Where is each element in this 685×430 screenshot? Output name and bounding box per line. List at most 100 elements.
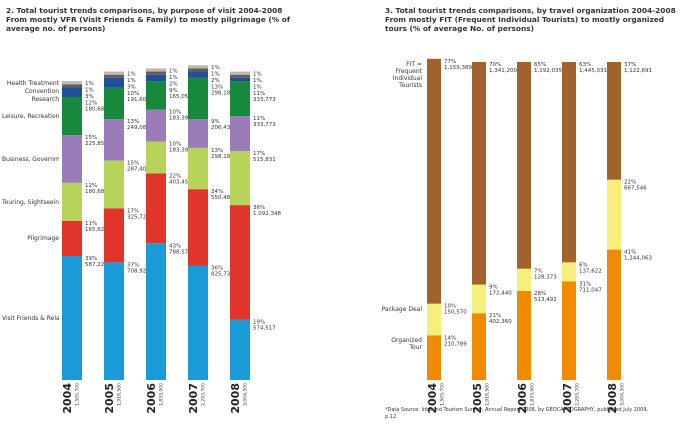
chart-subtitle: From mostly FIT (Frequent Individual Tou…: [385, 15, 665, 33]
value-label: 14%: [444, 335, 456, 341]
value-label: 1%: [127, 78, 136, 84]
value-label: 3%: [85, 94, 94, 100]
bar-segment: [230, 319, 250, 380]
count-label: 1,092,348: [253, 211, 281, 217]
value-label: 15%: [127, 161, 139, 167]
count-label: 137,622: [579, 268, 602, 274]
count-label: 1,159,389: [444, 65, 472, 71]
x-tick-label: 2005: [471, 383, 484, 414]
bar-segment: [472, 62, 486, 285]
bar-segment: [62, 87, 82, 97]
count-label: 788,577: [169, 249, 192, 255]
value-label: 13%: [127, 119, 139, 125]
legend-label: FIT = Frequent Individual Tourists: [392, 60, 422, 89]
x-tick-label: 2004: [61, 383, 74, 414]
count-label: 165,627: [85, 227, 108, 233]
total-label: 3,004,300: [620, 383, 626, 406]
legend-label: Touring, Sightseeing: [2, 198, 59, 206]
legend-label-block: Touring, Sightseeing: [2, 198, 59, 206]
count-label: 574,517: [253, 326, 276, 332]
legend-label-block: Health Treatment: [7, 80, 59, 87]
bar-segment: [146, 81, 166, 110]
count-label: 298,181: [211, 154, 234, 160]
count-label: 1,445,031: [579, 68, 607, 74]
bar-segment: [230, 77, 250, 82]
bar-segment: [607, 62, 621, 180]
bar-segment: [62, 81, 82, 85]
chart-title: 3. Total tourist trends comparisons, by …: [385, 6, 676, 15]
legend-label-block: Convention: [25, 88, 59, 95]
count-label: 1,192,035: [534, 68, 562, 74]
value-label: 37%: [127, 262, 139, 268]
value-label: 24%: [211, 189, 223, 195]
legend-label: Leisure, Recreation: [2, 113, 59, 121]
bar-segment: [230, 81, 250, 117]
value-label: 36%: [211, 266, 223, 272]
legend-label: Visit Friends & Relatives: [2, 314, 59, 322]
value-label: 15%: [85, 135, 97, 141]
bar-segment: [607, 249, 621, 380]
legend-label: Business, Government: [2, 155, 59, 163]
bar-segment: [472, 284, 486, 314]
legend-label-block: Business, Government: [2, 155, 59, 163]
bar-segment: [517, 268, 531, 291]
value-label: 1%: [211, 65, 220, 71]
chart-subtitle-block: From mostly FIT (Frequent Individual Tou…: [385, 15, 665, 33]
count-label: 333,773: [253, 97, 276, 103]
legend-label-block: Visit Friends & Relatives: [2, 314, 59, 322]
bar-segment: [104, 77, 124, 88]
bar-segment: [472, 313, 486, 380]
bar-segment: [146, 71, 166, 75]
x-tick-label: 2004: [426, 383, 439, 414]
value-label: 1%: [85, 81, 94, 87]
x-tick-label: 2005: [103, 383, 116, 414]
count-label: 210,789: [444, 341, 467, 347]
value-label: 1%: [127, 72, 136, 78]
value-label: 22%: [169, 173, 181, 179]
value-label: 9%: [489, 285, 498, 291]
bar-segment: [104, 74, 124, 78]
count-label: 287,400: [127, 167, 150, 173]
value-label: 3%: [127, 85, 136, 91]
count-label: 325,720: [127, 214, 150, 220]
value-label: 41%: [624, 250, 636, 256]
bar-segment: [188, 189, 208, 266]
bar-segment: [146, 173, 166, 244]
bar-segment: [62, 96, 82, 136]
value-label: 10%: [169, 110, 181, 116]
bar-segment: [62, 255, 82, 380]
bar-segment: [188, 265, 208, 380]
bar-segment: [104, 208, 124, 263]
chart-title-block: 3. Total tourist trends comparisons, by …: [385, 6, 676, 15]
legend-label-block: Research: [31, 95, 59, 103]
total-label: 3,004,300: [243, 383, 249, 406]
value-label: 1%: [85, 88, 94, 94]
value-label: 11%: [253, 91, 265, 97]
x-tick-label: 2008: [229, 383, 242, 414]
value-label: 17%: [127, 208, 139, 214]
total-label: 1,916,500: [117, 383, 123, 406]
count-label: 298,181: [211, 91, 234, 97]
bar-segment: [562, 262, 576, 282]
x-tick-label: 2008: [606, 383, 619, 414]
value-label: 13%: [211, 148, 223, 154]
value-label: 43%: [169, 243, 181, 249]
legend-label-block: Package Deal: [382, 306, 422, 313]
count-label: 165,051: [169, 94, 192, 100]
count-label: 550,488: [211, 195, 234, 201]
count-label: 513,492: [534, 297, 557, 303]
count-label: 825,732: [211, 272, 234, 278]
count-label: 515,831: [253, 157, 276, 163]
count-label: 711,047: [579, 287, 602, 293]
legend-label: Research: [31, 95, 59, 103]
chart-subtitle: From mostly VFR (Visit Friends & Family)…: [6, 15, 291, 33]
legend-label-block: Organized Tour: [391, 337, 422, 351]
count-label: 150,570: [444, 310, 467, 316]
legend-label-block: Leisure, Recreation: [2, 113, 59, 121]
bar-segment: [188, 68, 208, 72]
bar-segment: [230, 74, 250, 78]
value-label: 39%: [85, 256, 97, 262]
value-label: 7%: [534, 269, 543, 275]
x-tick-label: 2006: [145, 383, 158, 414]
